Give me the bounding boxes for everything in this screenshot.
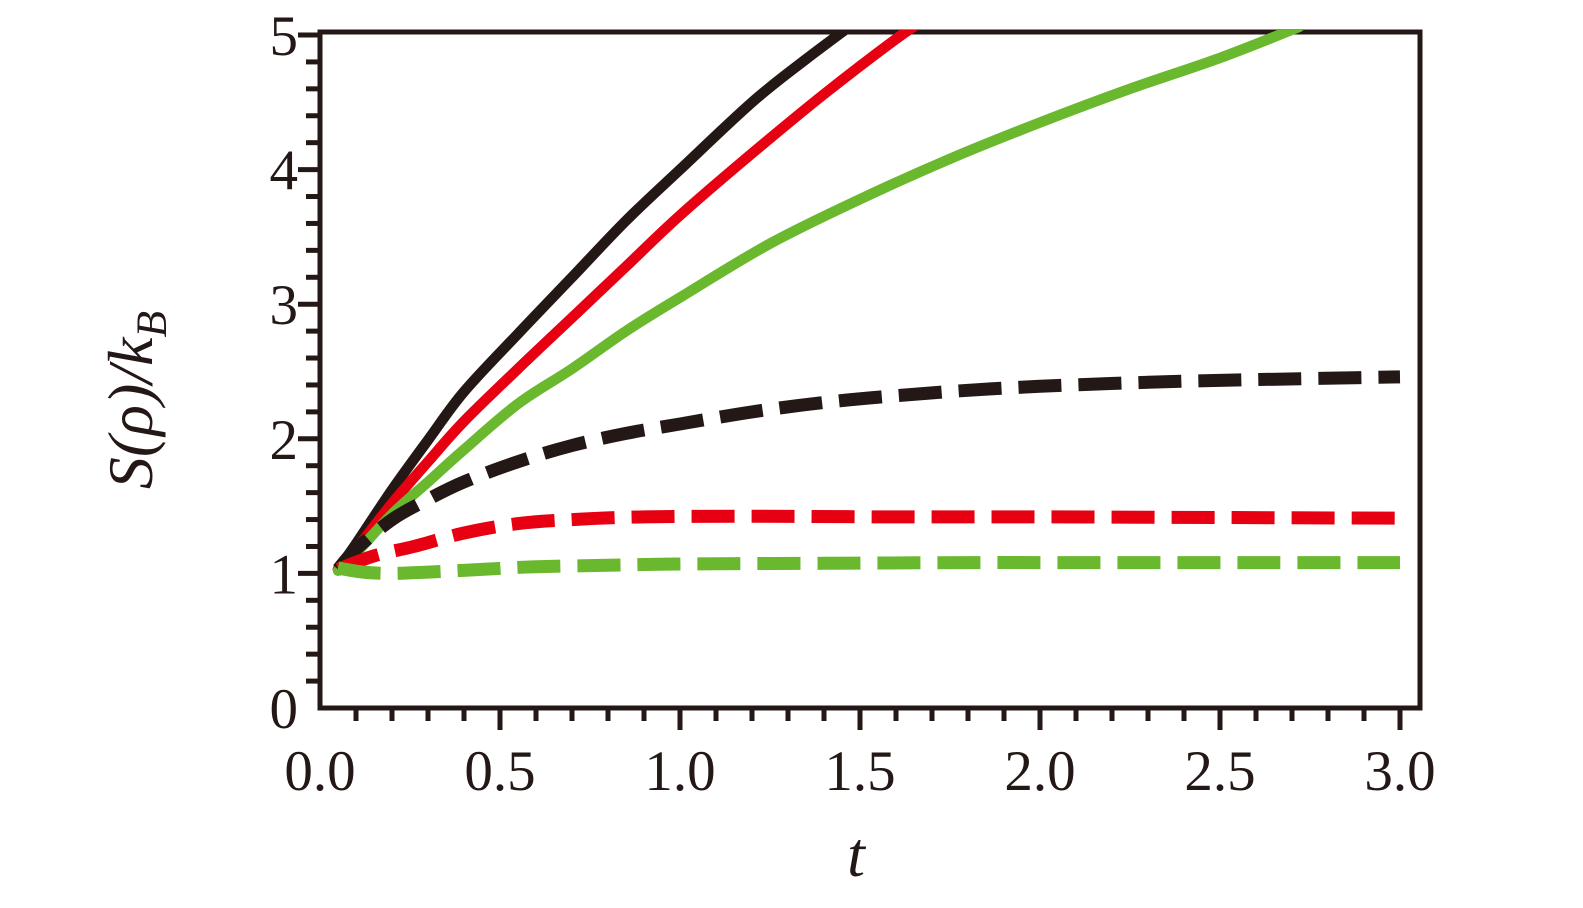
- curve-dashed-green: [336, 556, 1400, 580]
- curve-solid-black: [332, 30, 854, 575]
- y-tick-label: 5: [270, 5, 299, 68]
- y-axis-tick-labels: 0 1 2 3 4 5: [270, 5, 299, 741]
- x-axis-tick-labels: 0.0 0.5 1.0 1.5 2.0 2.5 3.0: [284, 740, 1435, 803]
- plot-frame: [317, 29, 1423, 711]
- x-axis-ticks: [353, 710, 1403, 730]
- curves-group: [332, 30, 1401, 580]
- curve-solid-green: [332, 30, 1304, 576]
- y-axis-label: S(ρ)/kB: [95, 311, 176, 489]
- x-tick-label: 1.5: [824, 740, 895, 803]
- x-axis-label: t: [847, 819, 867, 890]
- x-tick-label: 1.0: [644, 740, 715, 803]
- y-tick-label: 4: [270, 140, 299, 203]
- x-tick-label: 3.0: [1364, 740, 1435, 803]
- x-tick-label: 0.0: [284, 740, 355, 803]
- y-tick-label: 0: [270, 678, 299, 741]
- x-tick-label: 2.5: [1184, 740, 1255, 803]
- curve-dashed-black: [333, 370, 1401, 574]
- y-tick-label: 2: [270, 409, 299, 472]
- curve-dashed-red: [335, 509, 1401, 576]
- x-tick-label: 0.5: [464, 740, 535, 803]
- y-axis-ticks: [298, 32, 318, 684]
- y-tick-label: 1: [270, 543, 299, 606]
- y-tick-label: 3: [270, 274, 299, 337]
- x-tick-label: 2.0: [1004, 740, 1075, 803]
- curve-solid-red: [332, 30, 919, 575]
